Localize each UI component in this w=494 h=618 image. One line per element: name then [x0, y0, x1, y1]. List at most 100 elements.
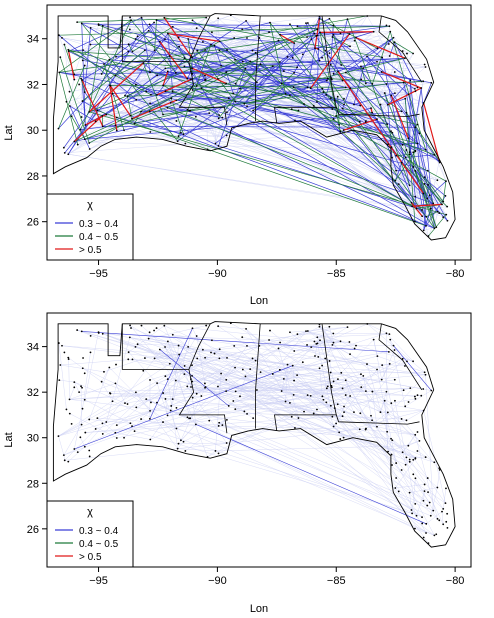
station-point [61, 36, 63, 39]
station-point [408, 151, 411, 154]
red-edge [310, 33, 350, 89]
station-point [256, 81, 258, 84]
station-point [88, 148, 91, 150]
station-point [297, 417, 300, 419]
x-tick-label: −85 [327, 575, 346, 587]
station-point [321, 56, 324, 59]
weak-edge [332, 341, 341, 346]
station-point [131, 117, 133, 120]
station-point [330, 78, 333, 81]
station-point [239, 87, 241, 90]
station-point [341, 107, 344, 110]
station-point [183, 57, 186, 60]
station-point [423, 176, 426, 179]
station-point [166, 70, 169, 73]
green-edge [154, 20, 157, 51]
station-point [353, 347, 356, 350]
station-point [306, 330, 309, 332]
station-point [420, 394, 423, 397]
station-point [433, 227, 436, 230]
station-point [186, 385, 189, 388]
station-point [423, 63, 426, 66]
station-point [134, 391, 137, 394]
station-point [438, 159, 441, 162]
station-point [309, 394, 312, 397]
weak-edge [149, 345, 260, 412]
station-point [416, 142, 419, 145]
x-tick-label: −80 [446, 575, 465, 587]
blue-edge [195, 424, 427, 525]
station-point [432, 202, 435, 205]
weak-edge [307, 330, 321, 341]
weak-edge [226, 390, 422, 396]
weak-edge [64, 428, 96, 461]
legend-label: 0.4 ~ 0.5 [79, 539, 119, 550]
station-point [81, 386, 83, 389]
station-point [96, 417, 99, 420]
weak-edge [260, 371, 311, 397]
station-point [81, 100, 84, 102]
station-point [344, 379, 347, 382]
station-point [421, 209, 423, 211]
state-border [188, 323, 211, 370]
weak-edge [77, 329, 324, 400]
station-point [108, 366, 111, 369]
station-point [226, 356, 228, 359]
station-point [422, 499, 425, 502]
weak-edge [69, 383, 116, 400]
station-point [164, 398, 167, 400]
weak-edge [389, 26, 391, 32]
station-point [360, 78, 363, 81]
green-edge [285, 93, 447, 182]
weak-edge [183, 15, 368, 135]
coastline [52, 321, 456, 548]
station-point [442, 507, 445, 510]
station-point [339, 130, 342, 133]
weak-edge [389, 339, 406, 407]
weak-edge [175, 380, 318, 410]
station-point [234, 58, 236, 61]
weak-edge [239, 376, 246, 397]
station-point [124, 94, 126, 97]
weak-edge [401, 418, 420, 442]
station-point [414, 149, 417, 152]
station-point [251, 357, 254, 360]
station-point [335, 115, 338, 117]
station-point [217, 17, 220, 20]
green-edge [74, 61, 251, 142]
green-edge [89, 67, 193, 113]
y-tick-label: 30 [27, 433, 39, 445]
station-point [366, 363, 368, 365]
station-point [321, 364, 324, 367]
weak-edge [390, 438, 414, 460]
station-point [191, 364, 193, 367]
station-point [329, 371, 332, 374]
station-point [379, 103, 382, 106]
station-point [343, 405, 345, 408]
station-point [442, 523, 445, 526]
weak-edge [245, 323, 368, 377]
weak-edge [89, 419, 131, 424]
station-point [254, 359, 257, 362]
weak-edge [395, 484, 425, 489]
blue-edge [156, 19, 327, 96]
station-point [84, 124, 87, 126]
station-point [221, 424, 224, 427]
red-edge [88, 62, 144, 113]
blue-edge [406, 112, 418, 144]
blue-edge [409, 151, 448, 221]
station-point [268, 339, 270, 341]
station-point [370, 414, 372, 417]
weak-edge [130, 410, 151, 424]
station-point [101, 422, 104, 425]
weak-edge [112, 401, 435, 536]
weak-edge [98, 24, 270, 33]
weak-edge [372, 391, 415, 397]
y-tick-label: 34 [27, 34, 39, 46]
weak-edge [285, 364, 288, 402]
blue-edge [157, 57, 405, 76]
weak-edge [184, 373, 222, 375]
station-point [314, 47, 316, 50]
weak-edge [343, 429, 366, 438]
